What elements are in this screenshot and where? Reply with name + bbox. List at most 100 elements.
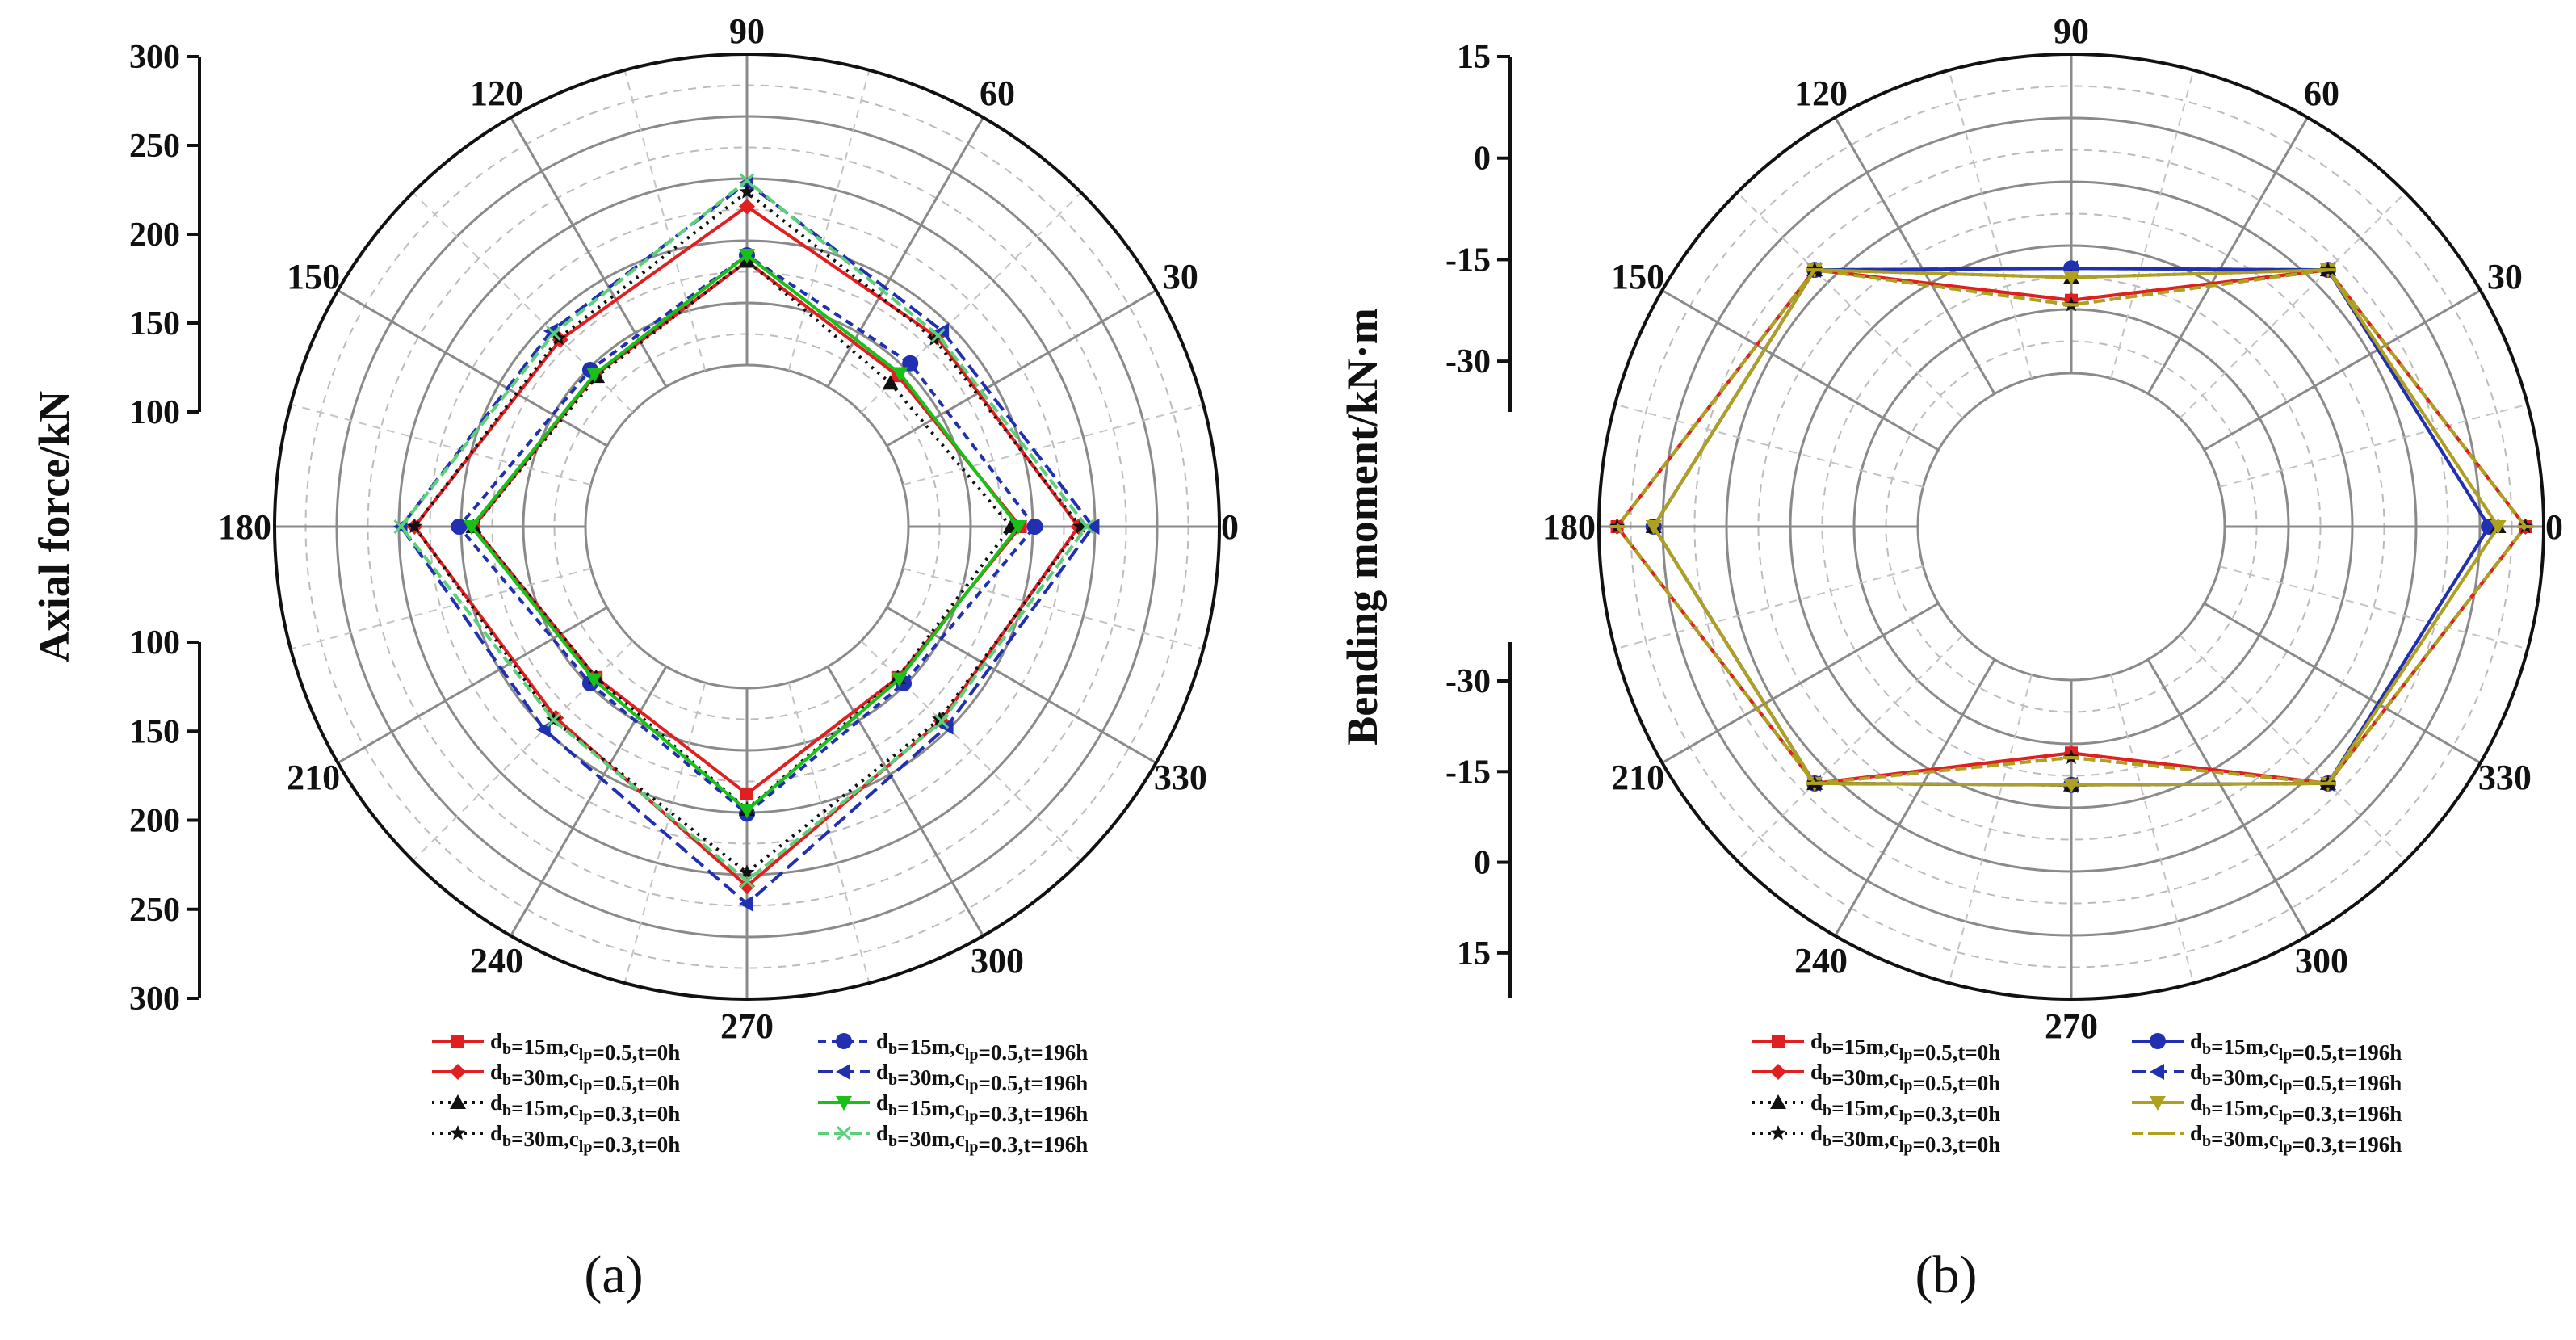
minor-spoke: [1948, 69, 2033, 379]
data-point: [2319, 268, 2336, 272]
outer-ring: [273, 53, 1221, 1001]
minor-spoke: [1736, 191, 1964, 419]
angle-label: 0: [1221, 507, 1239, 547]
data-point: [739, 878, 755, 895]
data-point: [739, 198, 755, 215]
minor-spoke: [2110, 674, 2195, 984]
angle-label: 270: [2045, 1006, 2098, 1046]
major-ring: [584, 363, 910, 690]
legend-marker: [836, 1125, 852, 1141]
data-point: [739, 183, 755, 199]
legend-label: db=15m,clp=0.5,t=0h: [490, 1029, 680, 1065]
radial-tick-label: -15: [1445, 242, 1491, 279]
data-point: [1010, 520, 1027, 535]
angle-label: 60: [980, 74, 1015, 113]
legend: db=15m,clp=0.5,t=0h db=15m,clp=0.5,t=196h…: [1752, 1029, 2402, 1157]
minor-spoke: [2219, 565, 2528, 650]
legend-marker: [2150, 1096, 2166, 1111]
legend-marker: [450, 1125, 466, 1140]
legend-marker: [2150, 1132, 2166, 1135]
legend-marker: [450, 1064, 466, 1080]
angle-label: 180: [218, 507, 271, 547]
major-spoke: [1834, 116, 1996, 395]
polar-grid: [273, 53, 1221, 1001]
minor-spoke: [902, 567, 1204, 650]
legend-marker: [1770, 1064, 1786, 1080]
radial-axis-title: Bending moment/kN·m: [1338, 308, 1387, 746]
data-point: [891, 672, 908, 687]
data-point: [1079, 519, 1094, 535]
data-point: [2063, 271, 2079, 286]
radial-tick-label: 300: [129, 981, 180, 1018]
angle-label: 300: [2295, 941, 2348, 981]
data-point: [934, 714, 950, 729]
minor-spoke: [1614, 403, 1924, 488]
data-point: [1085, 519, 1100, 535]
legend-marker: [836, 1064, 850, 1080]
angle-label: 120: [470, 74, 523, 113]
data-point: [930, 328, 946, 343]
angle-label: 240: [1794, 941, 1848, 981]
radial-tick-label: 150: [129, 305, 180, 342]
panel-b-bending-moment: 0306090120150180210240270300330150-15-30…: [1338, 11, 2563, 1304]
minor-spoke: [1948, 674, 2033, 984]
angle-label: 180: [1542, 507, 1596, 547]
legend-marker: [451, 1035, 464, 1048]
data-point: [892, 367, 908, 382]
major-spoke: [2203, 289, 2482, 452]
angle-label: 90: [2054, 11, 2089, 51]
major-ring: [1916, 372, 2226, 682]
legend-marker: [450, 1094, 466, 1109]
data-point: [1645, 520, 1662, 535]
major-spoke: [2146, 116, 2309, 395]
angle-label: 270: [720, 1006, 774, 1046]
data-point: [463, 520, 480, 535]
legend-label: db=30m,clp=0.5,t=196h: [2190, 1060, 2402, 1095]
data-point: [739, 248, 755, 263]
major-spoke: [1661, 602, 1940, 764]
legend-marker: [2150, 1064, 2164, 1080]
data-point: [546, 326, 561, 341]
radial-tick-label: 100: [129, 624, 180, 662]
legend-marker: [836, 1096, 852, 1111]
legend-label: db=15m,clp=0.5,t=196h: [2190, 1029, 2402, 1065]
data-point: [2063, 755, 2079, 759]
radial-tick-label: 0: [1474, 845, 1491, 882]
angle-label: 210: [1611, 758, 1664, 797]
angle-label: 210: [287, 758, 340, 797]
legend: db=15m,clp=0.5,t=0h db=15m,clp=0.5,t=196h…: [432, 1029, 1088, 1157]
data-point: [739, 873, 755, 888]
data-point: [585, 673, 602, 688]
radial-tick-label: 200: [129, 216, 180, 254]
radial-tick-label: 200: [129, 803, 180, 840]
minor-spoke: [2179, 634, 2406, 862]
data-point: [739, 804, 755, 819]
data-point: [2063, 303, 2079, 307]
radial-tick-label: 300: [129, 39, 180, 76]
minor-spoke: [2110, 69, 2195, 379]
angle-label: 0: [2545, 507, 2563, 547]
radial-tick-label: -30: [1445, 343, 1491, 380]
legend-label: db=15m,clp=0.3,t=0h: [1810, 1090, 2000, 1126]
radial-tick-label: 250: [129, 128, 180, 165]
angle-label: 240: [470, 941, 523, 981]
legend-marker: [1772, 1035, 1785, 1048]
legend-label: db=30m,clp=0.5,t=196h: [876, 1060, 1088, 1095]
radial-tick-label: -30: [1445, 663, 1491, 700]
data-point: [882, 375, 899, 390]
legend-label: db=30m,clp=0.3,t=0h: [490, 1121, 680, 1157]
outer-ring: [1597, 53, 2545, 1001]
minor-spoke: [1614, 565, 1924, 650]
series-line: [413, 190, 1082, 875]
angle-label: 30: [2487, 257, 2523, 296]
radial-tick-label: 250: [129, 892, 180, 929]
radial-tick-label: 15: [1457, 935, 1491, 972]
radial-axis-title: Axial force/kN: [30, 391, 78, 662]
radial-tick-label: 100: [129, 394, 180, 431]
legend-marker: [1770, 1094, 1786, 1109]
data-point: [451, 519, 468, 535]
legend-label: db=30m,clp=0.5,t=0h: [490, 1060, 680, 1095]
angle-label: 60: [2304, 74, 2339, 113]
data-point: [739, 895, 753, 912]
